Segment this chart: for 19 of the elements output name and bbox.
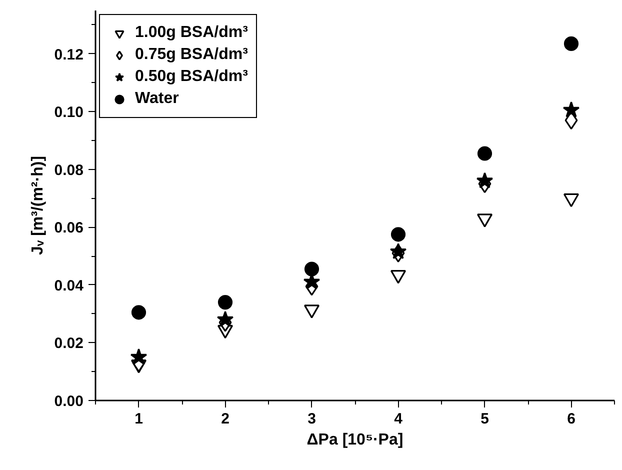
x-tick-label: 3 [308,410,316,428]
x-tick-label: 2 [221,410,230,428]
legend-label: Water [135,90,179,108]
x-tick-label: 1 [134,410,143,428]
y-tick-label: 0.02 [54,335,84,352]
legend-label: 0.50g BSA/dm³ [135,68,248,86]
y-tick-label: 0.06 [54,220,84,237]
y-tick-label: 0.04 [54,277,84,294]
y-tick-label: 0.08 [54,162,84,179]
x-tick-label: 4 [394,410,404,428]
y-tick-label: 0.10 [54,104,84,122]
y-tick-label: 0.12 [54,46,84,64]
y-axis-title: Jᵥ [m³/(m²·h)] [29,156,46,256]
legend-label: 0.75g BSA/dm³ [135,46,248,64]
x-tick-label: 5 [480,410,489,428]
y-tick-label: 0.00 [54,393,84,410]
x-axis-title: ΔPa [10⁵·Pa] [306,432,404,448]
legend-label: 1.00g BSA/dm³ [135,24,248,42]
x-tick-label: 6 [567,410,576,428]
